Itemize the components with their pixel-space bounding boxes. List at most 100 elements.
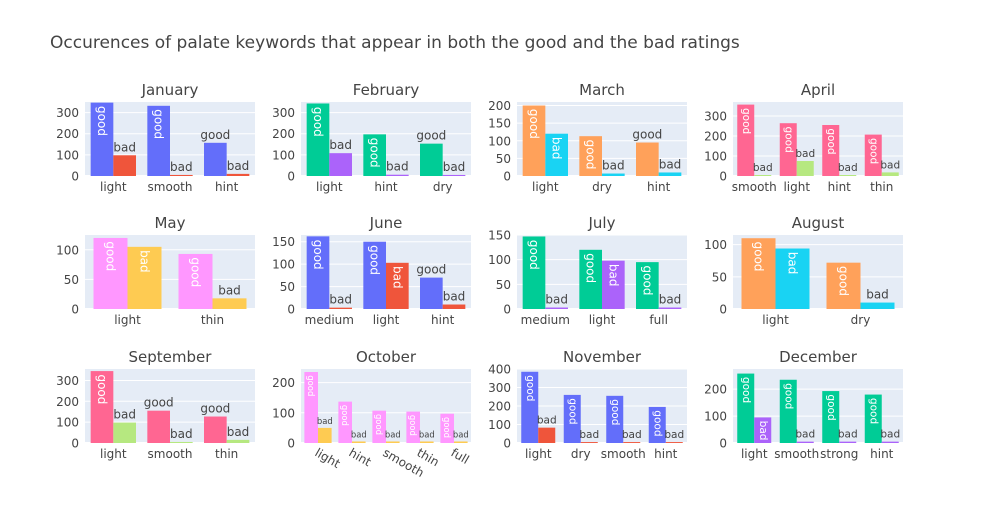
y-tick-label: 200 [56, 127, 79, 141]
bar-label: bad [606, 264, 620, 287]
x-tick-label: light [100, 180, 127, 194]
x-tick-label: smooth [148, 447, 193, 461]
x-tick-label: light [525, 447, 552, 461]
bar-good [204, 142, 227, 176]
bar-good [741, 238, 776, 309]
bar-label: good [416, 263, 446, 277]
bar-label: bad [170, 427, 193, 441]
bar-label: good [368, 245, 382, 275]
bar-label: good [867, 398, 879, 424]
x-tick-label: hint [654, 447, 678, 461]
bar-label: bad [880, 159, 900, 171]
subplot-september: 0100200300Septembergoodbadlightgoodbadsm… [56, 348, 255, 461]
subplot-title: April [801, 81, 835, 99]
bar-label: good [442, 417, 452, 438]
bar-label: bad [138, 250, 152, 273]
bar-label: bad [602, 159, 625, 173]
bar-label: good [609, 399, 621, 425]
bar-label: good [340, 405, 350, 426]
x-tick-label: hint [215, 180, 239, 194]
bar-label: bad [537, 415, 557, 427]
y-tick-label: 50 [712, 270, 727, 284]
bar-good [636, 262, 659, 309]
bar-label: good [837, 266, 851, 296]
bar-label: bad [795, 148, 815, 160]
y-tick-label: 200 [56, 395, 79, 409]
x-tick-label: dry [592, 180, 612, 194]
bar-good [372, 410, 386, 443]
subplot-title: July [588, 214, 616, 232]
bar-bad [420, 441, 434, 443]
bar-bad [226, 173, 250, 176]
bar-label: bad [795, 429, 815, 441]
bar-label: good [311, 240, 325, 270]
bar-label: good [632, 128, 662, 142]
x-tick-label: thin [215, 447, 238, 461]
bar-label: bad [453, 429, 469, 439]
y-tick-label: 50 [496, 152, 511, 166]
y-tick-label: 0 [287, 437, 295, 451]
bar-label: bad [838, 162, 858, 174]
bar-bad [839, 441, 857, 443]
bar-bad [796, 441, 814, 443]
y-tick-label: 200 [704, 130, 727, 144]
x-tick-label: hint [374, 180, 398, 194]
bar-label: bad [753, 162, 773, 174]
bar-label: good [104, 241, 118, 271]
bar-label: good [584, 253, 598, 283]
subplot-title: June [369, 214, 403, 232]
bar-good [306, 236, 330, 309]
y-tick-label: 300 [704, 110, 727, 124]
bar-label: good [566, 398, 578, 424]
y-tick-label: 50 [64, 273, 79, 287]
subplot-august: 0 50 100 August good bad light good bad dry [704, 214, 903, 327]
bar-bad [754, 417, 772, 443]
y-tick-label: 100 [488, 418, 511, 432]
bar-label: bad [550, 137, 564, 160]
bar-good [178, 253, 213, 309]
bar-good [864, 394, 882, 443]
y-tick-label: 400 [488, 363, 511, 377]
x-tick-label: hint [647, 180, 671, 194]
y-tick-label: 300 [56, 106, 79, 120]
bar-good [522, 105, 546, 176]
x-tick-label: dry [851, 313, 871, 327]
bar-bad [881, 441, 899, 443]
x-tick-label: light [783, 180, 810, 194]
bar-bad [860, 302, 895, 309]
y-tick-label: 100 [488, 134, 511, 148]
bar-label: bad [443, 290, 466, 304]
bar-good [779, 123, 797, 176]
subplot-title: February [353, 81, 420, 99]
bar-label: bad [786, 252, 800, 275]
bar-label: good [368, 138, 382, 168]
subplot-june: 050100150Junegoodbadmediumgoodbadlightgo… [272, 214, 471, 327]
bar-bad [113, 422, 136, 443]
bar-good [147, 105, 170, 176]
x-tick-label: smooth [601, 447, 646, 461]
bar-good [306, 103, 330, 176]
bar-good [420, 143, 443, 176]
y-tick-label: 200 [272, 127, 295, 141]
bar-label: good [144, 396, 174, 410]
y-tick-label: 200 [704, 383, 727, 397]
x-tick-label: light [762, 313, 789, 327]
bar-good [779, 379, 797, 443]
bar-label: good [782, 383, 794, 409]
bar-good [93, 237, 128, 309]
y-tick-label: 100 [704, 150, 727, 164]
bar-bad [602, 260, 625, 309]
bar-good [522, 236, 546, 309]
bar-label: good [95, 106, 109, 136]
bar-label: good [782, 127, 794, 153]
y-tick-label: 200 [488, 99, 511, 113]
x-tick-label: full [649, 313, 668, 327]
bar-label: good [527, 240, 541, 270]
x-tick-label: smooth [732, 180, 777, 194]
bar-good [864, 134, 882, 176]
bar-label: good [200, 402, 230, 416]
bar-good [822, 391, 840, 443]
y-tick-label: 300 [488, 381, 511, 395]
y-tick-label: 150 [488, 229, 511, 243]
bar-bad [170, 174, 193, 176]
